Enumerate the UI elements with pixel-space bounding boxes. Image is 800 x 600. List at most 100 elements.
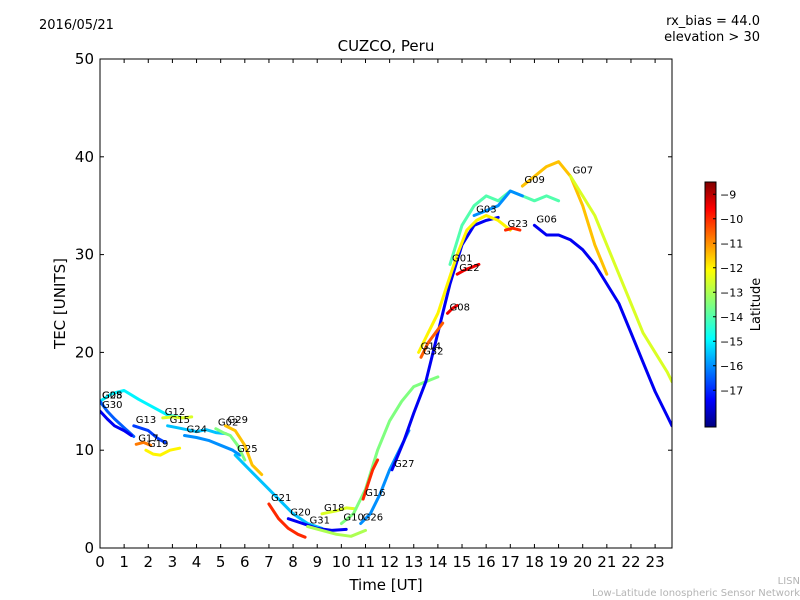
series-line-g06 bbox=[532, 223, 672, 428]
series-label-g09: G09 bbox=[524, 175, 544, 186]
x-tick-label: 0 bbox=[95, 553, 105, 571]
x-tick-label: 21 bbox=[597, 553, 616, 571]
y-tick-label: 40 bbox=[75, 148, 94, 166]
series-label-g24: G24 bbox=[186, 425, 206, 436]
colorbar-tick-label: −9 bbox=[720, 188, 736, 201]
series-label-g13: G13 bbox=[136, 415, 156, 426]
series-line-g21 bbox=[267, 502, 307, 539]
series-label-g06: G06 bbox=[536, 214, 556, 225]
colorbar-gradient bbox=[704, 181, 717, 428]
colorbar: −9 −10 −11 −12 −13 −14 −15 −16 −17 Latitude bbox=[704, 181, 764, 428]
x-tick-label: 22 bbox=[621, 553, 640, 571]
plot-frame bbox=[99, 58, 673, 549]
series-line-g25 bbox=[233, 453, 324, 530]
series-label-g25: G25 bbox=[237, 444, 257, 455]
series-line-g27 bbox=[390, 215, 500, 472]
series-label-g29: G29 bbox=[228, 415, 248, 426]
colorbar-tick-label: −12 bbox=[720, 262, 743, 275]
series-label-g27: G27 bbox=[394, 459, 414, 470]
series-line-g23 bbox=[504, 226, 522, 232]
x-tick-label: 18 bbox=[525, 553, 544, 571]
series-line-g32 bbox=[419, 321, 445, 359]
series-line-g19 bbox=[144, 446, 182, 457]
series-line-g16 bbox=[361, 458, 380, 501]
series-label-g12: G12 bbox=[165, 407, 185, 418]
x-tick-label: 15 bbox=[452, 553, 471, 571]
series-label-g22: G22 bbox=[459, 263, 479, 274]
series-line-g31 bbox=[306, 525, 367, 538]
series-line-g29 bbox=[224, 424, 264, 477]
series-label-g32: G32 bbox=[423, 346, 443, 357]
series-label-g03: G03 bbox=[476, 204, 496, 215]
series-line-g24 bbox=[183, 434, 242, 457]
credit-line-1: LISN bbox=[777, 576, 800, 587]
x-tick-label: 8 bbox=[288, 553, 298, 571]
x-tick-label: 9 bbox=[312, 553, 322, 571]
x-tick-label: 4 bbox=[192, 553, 202, 571]
x-tick-label: 19 bbox=[549, 553, 568, 571]
series-line-g30 bbox=[100, 409, 133, 437]
date-label: 2016/05/21 bbox=[39, 18, 114, 33]
x-tick-label: 16 bbox=[477, 553, 496, 571]
elevation-label: elevation > 30 bbox=[664, 30, 760, 45]
x-tick-label: 7 bbox=[264, 553, 274, 571]
series-label-g21: G21 bbox=[271, 493, 291, 504]
y-tick-label: 30 bbox=[75, 246, 94, 264]
x-tick-label: 20 bbox=[573, 553, 592, 571]
parameters-label: rx_bias = 44.0 elevation > 30 bbox=[664, 14, 760, 46]
series-label-g19: G19 bbox=[148, 439, 168, 450]
series-label-g02: G02 bbox=[218, 418, 238, 429]
series-line-g13 bbox=[132, 424, 167, 444]
series-label-g28: G28 bbox=[102, 390, 122, 401]
series-label-g01: G01 bbox=[452, 253, 472, 264]
series-line-g01 bbox=[448, 189, 561, 266]
credit-text: LISN Low-Latitude Ionospheric Sensor Net… bbox=[592, 576, 800, 600]
colorbar-tick-label: −17 bbox=[720, 384, 743, 397]
series-label-g05: G05 bbox=[102, 390, 122, 401]
colorbar-tick-label: −16 bbox=[720, 360, 743, 373]
series-label-g23: G23 bbox=[507, 219, 527, 230]
series-line-g07 bbox=[569, 174, 672, 384]
series-label-g10: G10 bbox=[343, 513, 363, 524]
credit-line-2: Low-Latitude Ionospheric Sensor Network bbox=[592, 588, 800, 599]
x-tick-label: 23 bbox=[646, 553, 665, 571]
x-tick-label: 2 bbox=[143, 553, 153, 571]
series-label-g15: G15 bbox=[170, 415, 190, 426]
series-label-g31: G31 bbox=[310, 515, 330, 526]
series-label-g20: G20 bbox=[290, 508, 310, 519]
x-tick-label: 6 bbox=[240, 553, 250, 571]
chart-title: CUZCO, Peru bbox=[337, 37, 435, 55]
y-tick-label: 0 bbox=[84, 539, 94, 557]
series-line-g05 bbox=[100, 389, 184, 420]
x-axis-label: Time [UT] bbox=[348, 576, 422, 594]
x-tick-label: 14 bbox=[428, 553, 447, 571]
series-line-g03 bbox=[472, 189, 524, 217]
series-label-g26: G26 bbox=[363, 513, 383, 524]
colorbar-tick-label: −14 bbox=[720, 311, 743, 324]
y-axis-label: TEC [UNITS] bbox=[51, 258, 69, 350]
rx-bias-label: rx_bias = 44.0 bbox=[666, 14, 760, 29]
series-line-g15 bbox=[166, 424, 227, 436]
x-tick-label: 12 bbox=[380, 553, 399, 571]
series-line-g22 bbox=[455, 262, 481, 276]
colorbar-tick-label: −13 bbox=[720, 286, 743, 299]
colorbar-label: Latitude bbox=[749, 278, 764, 332]
series-label-g17: G17 bbox=[138, 433, 158, 444]
x-tick-label: 17 bbox=[501, 553, 520, 571]
y-tick-label: 10 bbox=[75, 441, 94, 459]
series-label-g07: G07 bbox=[573, 165, 593, 176]
series-label-g14: G14 bbox=[421, 341, 441, 352]
x-tick-label: 5 bbox=[216, 553, 226, 571]
axes-layer: 0 1 2 3 4 5 6 7 8 9 10 11 12 13 14 15 16 17 18 19 20 21 22 2301… bbox=[51, 50, 673, 594]
x-tick-label: 10 bbox=[332, 553, 351, 571]
x-tick-label: 1 bbox=[119, 553, 129, 571]
series-label-g30: G30 bbox=[102, 400, 122, 411]
series-label-g16: G16 bbox=[365, 488, 385, 499]
colorbar-tick-label: −11 bbox=[720, 237, 743, 250]
x-tick-label: 3 bbox=[168, 553, 178, 571]
y-tick-label: 50 bbox=[75, 50, 94, 68]
series-line-g12 bbox=[161, 415, 194, 420]
series-line-g10 bbox=[339, 375, 440, 525]
